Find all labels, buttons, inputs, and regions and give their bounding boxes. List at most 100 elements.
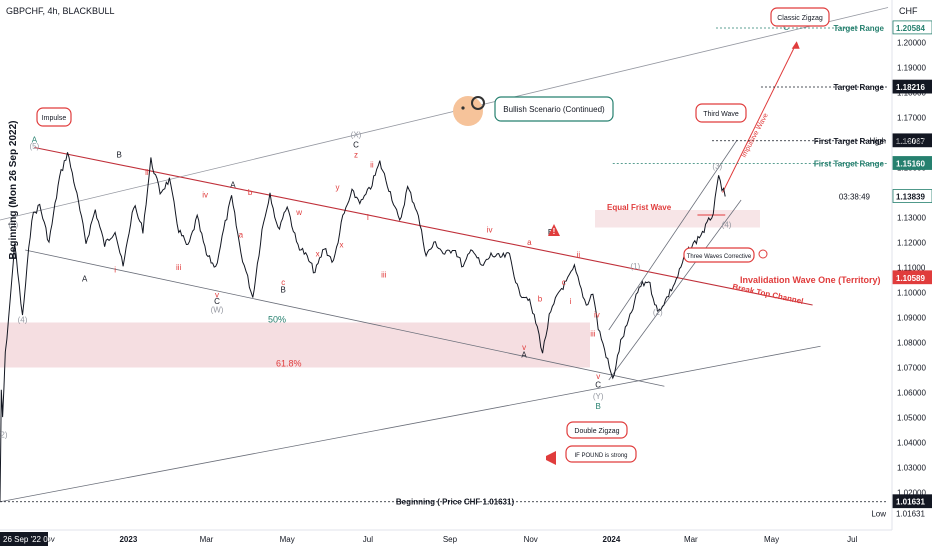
wave-label: v bbox=[215, 291, 219, 300]
x-tick-label: May bbox=[280, 535, 295, 544]
magnifier-icon bbox=[471, 96, 485, 110]
wave-label: B bbox=[116, 151, 121, 160]
wave-label: (4) bbox=[722, 221, 732, 230]
price-tag-value: 1.13839 bbox=[896, 193, 925, 202]
if-pound-callout: IF POUND is strong bbox=[574, 453, 627, 459]
wave-label: iv bbox=[202, 191, 208, 200]
impulse-callout-box bbox=[36, 107, 72, 127]
third-wave-callout: Third Wave bbox=[703, 111, 739, 118]
alert-mark: ! bbox=[553, 227, 556, 236]
thinking-face-icon bbox=[453, 96, 483, 126]
wave-label: a bbox=[527, 238, 532, 247]
three-waves-callout: Three Waves Corrective bbox=[687, 254, 752, 260]
wave-label: w bbox=[295, 208, 302, 217]
annotation-layer: Impulse Classic Zigzag Third Wave Three Wav… bbox=[36, 7, 881, 465]
wave-label: ii bbox=[577, 251, 581, 260]
price-tag bbox=[892, 133, 932, 148]
wave-label: iv bbox=[487, 226, 493, 235]
price-tag-value: 1.01631 bbox=[896, 498, 925, 507]
wave-label: x bbox=[339, 241, 343, 250]
y-tick-label: 1.17000 bbox=[897, 114, 926, 123]
wave-label: A bbox=[32, 136, 38, 145]
x-tick-label: May bbox=[764, 535, 779, 544]
impulsive-wave-arrow bbox=[722, 42, 798, 193]
wave-label: (4) bbox=[18, 316, 28, 325]
wave-label: i bbox=[570, 297, 572, 306]
double-zigzag-callout-box bbox=[566, 421, 628, 439]
third-wave-callout-box bbox=[695, 103, 747, 123]
rising-channel-bottom bbox=[608, 199, 742, 381]
bulb-icon bbox=[758, 249, 768, 259]
price-tag-value: 1.16067 bbox=[896, 137, 925, 146]
wave-label: (3) bbox=[712, 162, 722, 171]
equal-first-wave-label: Equal Frist Wave bbox=[607, 203, 672, 212]
price-tag-value: 1.15767 bbox=[896, 136, 925, 145]
y-tick-label: 1.19000 bbox=[897, 64, 926, 73]
price-tag-label: First Target Range bbox=[814, 160, 885, 169]
wave-label: C bbox=[353, 141, 359, 150]
symbol-title: GBPCHF, 4h, BLACKBULL bbox=[6, 6, 115, 16]
y-tick-label: 1.08000 bbox=[897, 339, 926, 348]
price-series-layer bbox=[0, 152, 726, 502]
invalidation-label: Invalidation Wave One (Territory) bbox=[740, 275, 881, 285]
price-tag-label: Low bbox=[871, 510, 886, 519]
y-tick-label: 1.13000 bbox=[897, 214, 926, 223]
fib-level-label: 50% bbox=[268, 314, 286, 324]
wave-label: B bbox=[596, 402, 601, 411]
price-tag bbox=[892, 79, 932, 94]
y-tick-label: 1.04000 bbox=[897, 439, 926, 448]
wave-label: i bbox=[367, 213, 369, 222]
time-axis[interactable]: Nov2023MarMayJulSepNov2024MarMayJul26 Se… bbox=[0, 529, 892, 546]
classic-zigzag-callout: Classic Zigzag bbox=[777, 15, 823, 22]
wave-label: c bbox=[281, 278, 285, 287]
wave-label: iii bbox=[381, 271, 387, 280]
y-tick-label: 1.05000 bbox=[897, 414, 926, 423]
wave-label: c bbox=[562, 278, 566, 287]
wave-label: ii bbox=[145, 168, 149, 177]
wave-label: (5) bbox=[30, 142, 40, 151]
face-eye-icon bbox=[461, 106, 465, 110]
y-tick-label: 1.11000 bbox=[897, 264, 926, 273]
impulse-callout: Impulse bbox=[42, 115, 67, 122]
price-tag-value: 1.15160 bbox=[896, 160, 925, 169]
y-tick-label: 1.09000 bbox=[897, 314, 926, 323]
bottom-trendline bbox=[0, 345, 821, 503]
wave-label: A bbox=[230, 181, 236, 190]
price-tag bbox=[892, 156, 932, 170]
price-tag-value: 1.20584 bbox=[896, 24, 925, 33]
cursor-time-label: 26 Sep '22 05:00 bbox=[3, 535, 64, 544]
wave-label: iii bbox=[176, 263, 182, 272]
wave-label: v bbox=[522, 343, 526, 352]
x-tick-label: 2024 bbox=[603, 535, 621, 544]
x-tick-label: Jul bbox=[847, 535, 857, 544]
wave-label: (2) bbox=[653, 308, 663, 317]
price-tag-value: 1.10589 bbox=[896, 274, 925, 283]
wave-label: (W) bbox=[211, 306, 224, 315]
price-tag bbox=[892, 189, 932, 203]
wave-label: ii bbox=[370, 161, 374, 170]
wave-label: C bbox=[783, 23, 789, 32]
wave-label: A bbox=[82, 274, 88, 283]
x-tick-label: Sep bbox=[443, 535, 458, 544]
wave-label: (1) bbox=[630, 262, 640, 271]
trendline-layer bbox=[0, 7, 889, 503]
wave-label: (3) bbox=[8, 221, 18, 230]
fib-level-label: 61.8% bbox=[276, 359, 302, 369]
if-pound-callout-box bbox=[565, 445, 637, 463]
price-tag-label: Target Range bbox=[833, 83, 884, 92]
price-tag-label: High bbox=[870, 136, 886, 145]
y-tick-label: 1.06000 bbox=[897, 389, 926, 398]
wave-label: a bbox=[239, 231, 244, 240]
y-tick-label: 1.07000 bbox=[897, 364, 926, 373]
wave-label: iv bbox=[594, 311, 600, 320]
price-line bbox=[0, 152, 726, 502]
x-tick-label: Jul bbox=[363, 535, 373, 544]
x-tick-label: Mar bbox=[200, 535, 214, 544]
bullish-callout-box bbox=[494, 96, 614, 122]
x-tick-label: Nov bbox=[524, 535, 538, 544]
arrow-head bbox=[791, 41, 800, 49]
wave-label: i bbox=[114, 266, 116, 275]
wave-label: B bbox=[281, 286, 286, 295]
